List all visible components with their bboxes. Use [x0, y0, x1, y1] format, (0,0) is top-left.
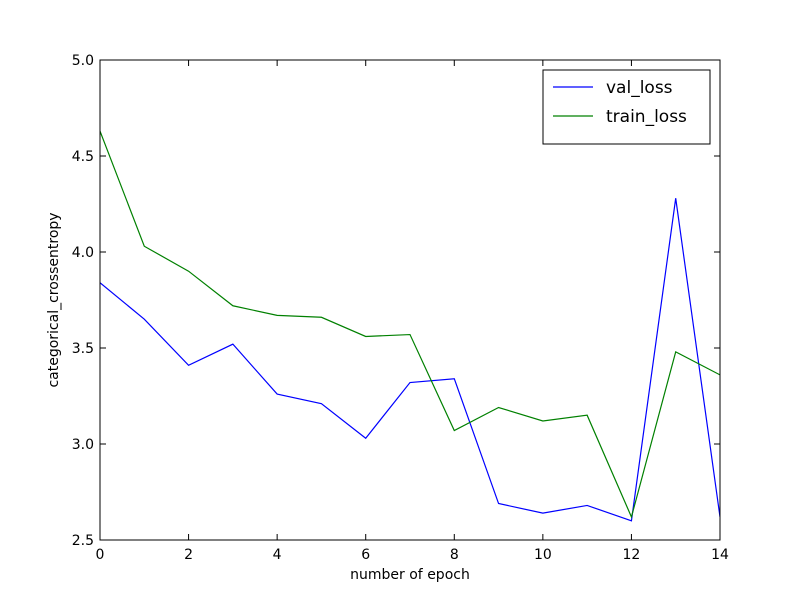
legend-box [542, 69, 711, 145]
x-axis-label: number of epoch [350, 567, 470, 583]
y-tick-label: 4.0 [72, 245, 94, 261]
x-tick-label: 4 [273, 547, 282, 563]
x-tick-label: 6 [361, 547, 370, 563]
series-line-val-loss [100, 198, 720, 522]
y-tick-label: 2.5 [72, 533, 94, 549]
y-tick-label: 3.5 [72, 341, 94, 357]
legend: val_loss train_loss [542, 69, 711, 145]
y-axis-label: categorical_crossentropy [46, 212, 62, 387]
y-tick-label: 4.5 [72, 149, 94, 165]
x-tick-label: 2 [184, 547, 193, 563]
x-tick-label: 14 [711, 547, 729, 563]
series-layer [100, 130, 720, 522]
axes-frame [99, 59, 721, 541]
legend-label-val-loss: val_loss [606, 78, 673, 98]
y-tick-label: 3.0 [72, 437, 94, 453]
series-line-train-loss [100, 130, 720, 519]
x-tick-label: 10 [534, 547, 552, 563]
x-tick-label: 0 [96, 547, 105, 563]
legend-label-train-loss: train_loss [606, 107, 687, 127]
x-tick-label: 8 [450, 547, 459, 563]
x-tick-label: 12 [623, 547, 641, 563]
y-tick-label: 5.0 [72, 53, 94, 69]
ticks-layer: 0 2 4 6 8 10 12 14 2.5 3.0 3.5 4.0 4.5 5.0 [72, 53, 729, 563]
